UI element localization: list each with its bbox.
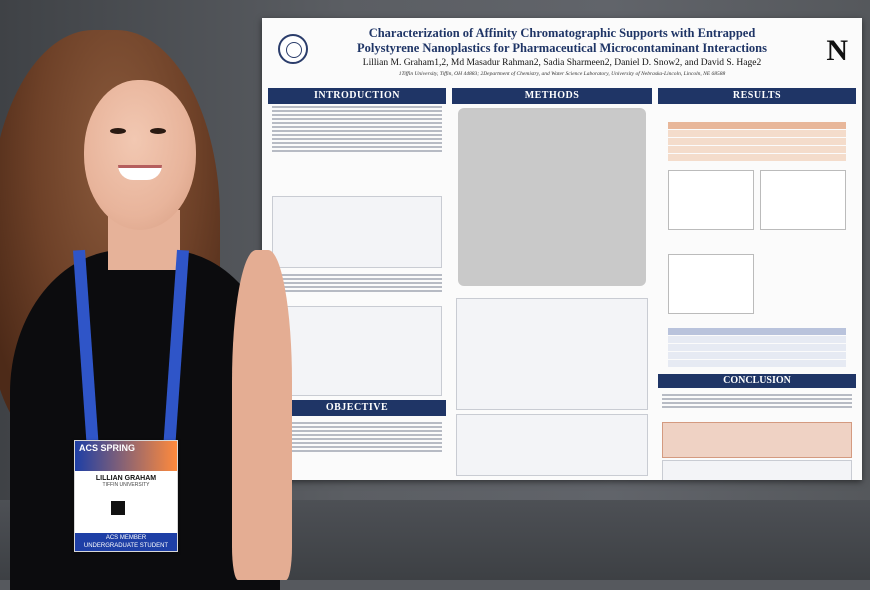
badge-affiliation: TIFFIN UNIVERSITY [102,482,150,488]
person-face [84,80,196,230]
acknowledgements-box [662,460,852,480]
person-arm [232,250,292,580]
drug-ionization-table [668,328,846,368]
poster-title-line1: Characterization of Affinity Chromatogra… [368,26,756,40]
structures-figure [272,306,442,396]
smile [118,165,162,180]
intro-diagram [272,196,442,268]
right-eye [150,128,166,134]
results-header: RESULTS [658,88,856,104]
conclusion-header: CONCLUSION [658,374,856,388]
badge-footer: ACS MEMBER UNDERGRADUATE STUDENT [75,533,177,551]
nebraska-logo: N [826,34,848,67]
poster-affiliation: 1Tiffin University, Tiffin, OH 44883; 2D… [398,71,726,77]
poster-column-right: RESULTS CONCLUSION [658,88,856,480]
poster-title: Characterization of Affinity Chromatogra… [322,26,802,56]
poster-authors: Lillian M. Graham1,2, Md Masadur Rahman2… [362,58,762,68]
conclusion-body [658,392,856,410]
methods-header: METHODS [452,88,652,104]
ph-effect-plot [668,254,754,314]
microsolutes-figure [456,414,648,476]
binding-studies-figure [456,298,648,410]
retention-factor-table [668,122,846,162]
badge-event: ACS SPRING [75,441,177,471]
badge-footer-member: ACS MEMBER [105,535,147,541]
objective-body [268,420,446,454]
elution-plot-2 [760,170,846,230]
poster-column-middle: METHODS [452,88,652,476]
qr-code-icon [111,501,125,515]
objective-header: OBJECTIVE [268,400,446,416]
elution-plot-1 [668,170,754,230]
poster-column-left: INTRODUCTION OBJECTIVE [268,88,446,472]
introduction-body [268,106,446,152]
conference-badge: ACS SPRING LILLIAN GRAHAM TIFFIN UNIVERS… [74,440,178,552]
references-box [662,422,852,458]
methods-image-placeholder [458,108,646,286]
poster-title-line2: Polystyrene Nanoplastics for Pharmaceuti… [356,41,768,55]
badge-footer-status: UNDERGRADUATE STUDENT [83,543,169,549]
left-eye [110,128,126,134]
intro-text-2 [268,272,446,294]
badge-name: LILLIAN GRAHAM [95,475,157,482]
university-seal-icon [278,34,308,64]
research-poster: N Characterization of Affinity Chromatog… [262,18,862,480]
introduction-header: INTRODUCTION [268,88,446,104]
